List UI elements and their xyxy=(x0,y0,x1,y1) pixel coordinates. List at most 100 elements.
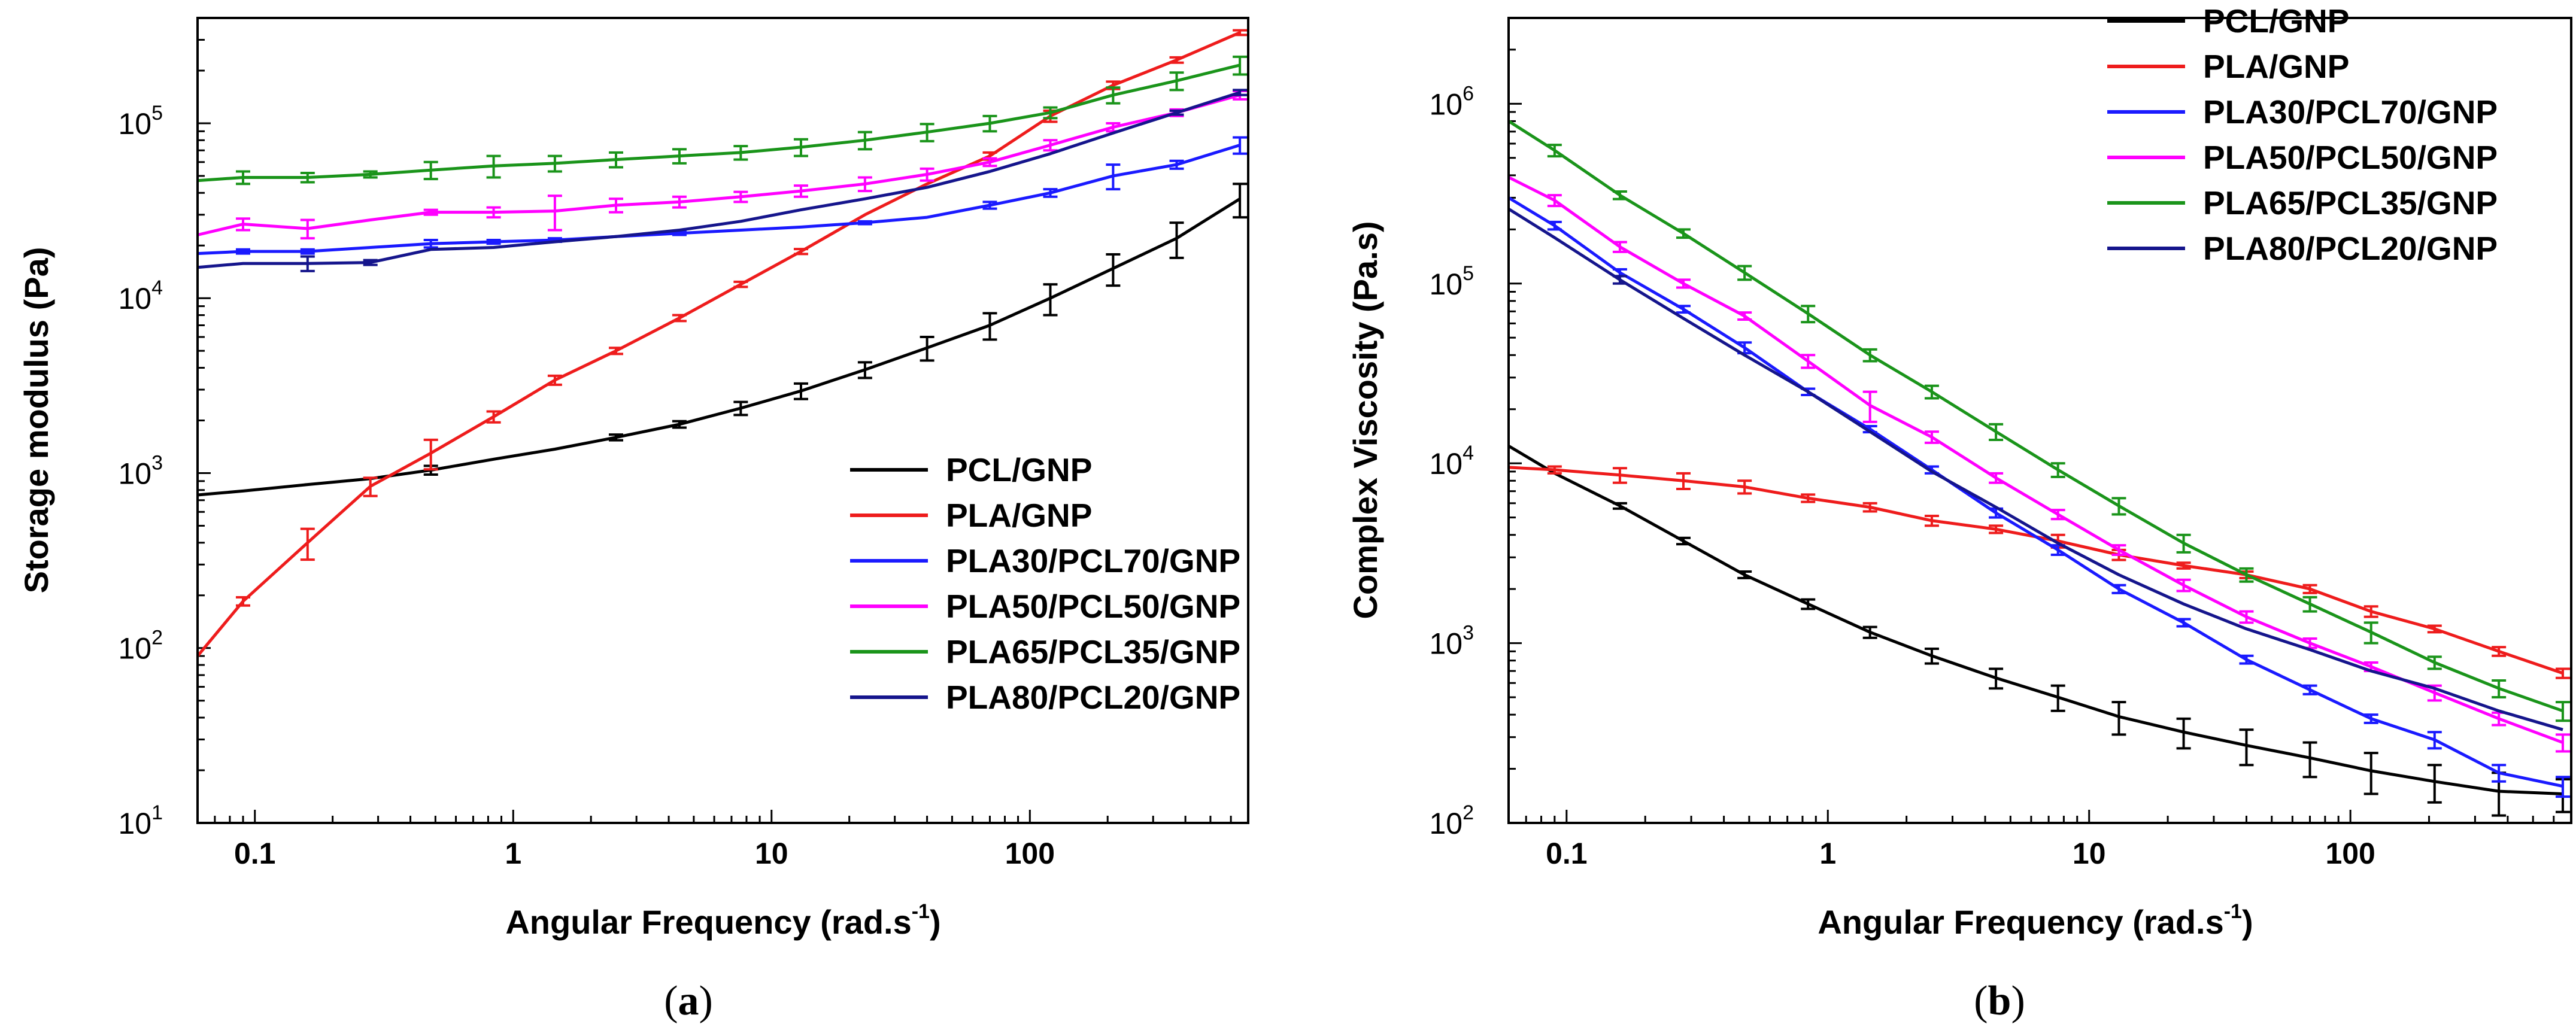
panel-a-errorbar-pla50-pcl50-gnp xyxy=(608,198,623,214)
panel-a-legend-label: PLA30/PCL70/GNP xyxy=(946,542,1240,579)
panel-b-y-tick-label: 105 xyxy=(1429,262,1474,301)
panel-a-errorbar-pla-gnp xyxy=(793,248,808,256)
panel-b-errorbar-pla30-pcl70-gnp xyxy=(2363,713,2378,724)
panel-b-errorbar-pla-gnp xyxy=(1612,467,1627,484)
panel-b-errorbar-pla-gnp xyxy=(1676,472,1691,491)
panel-b-errorbar-pla30-pcl70-gnp xyxy=(2176,618,2191,628)
panel-a-legend-item-pla-gnp: PLA/GNP xyxy=(850,497,1092,534)
panel-b-errorbar-pcl-gnp xyxy=(2427,764,2442,804)
panel-a-errorbar-pla50-pcl50-gnp xyxy=(672,195,687,209)
panel-b-series-pla65-pcl35-gnp xyxy=(1507,120,2570,722)
panel-b-errorbar-pla-gnp xyxy=(2555,667,2570,679)
panel-b-errorbar-pla50-pcl50-gnp xyxy=(2239,610,2254,624)
panel-b-errorbar-pcl-gnp xyxy=(2176,717,2191,750)
panel-b-errorbar-pla65-pcl35-gnp xyxy=(1924,384,1939,400)
panel-b-errorbar-pla65-pcl35-gnp xyxy=(2050,462,2065,478)
panel-b-errorbar-pla65-pcl35-gnp xyxy=(1547,144,1562,158)
panel-b-chart: 0.1 1 10 100 102 103 104 105 106 Complex Viscosi… xyxy=(1346,2,2572,1024)
panel-a-errorbar-pla-gnp xyxy=(608,347,623,356)
panel-b-legend-item-pcl-gnp: PCL/GNP xyxy=(2107,2,2349,40)
panel-a-errorbar-pla50-pcl50-gnp xyxy=(547,195,562,232)
panel-b-errorbar-pla65-pcl35-gnp xyxy=(2111,497,2126,516)
panel-a-x-tick-label: 100 xyxy=(1005,837,1055,870)
panel-b-y-tick-label: 102 xyxy=(1429,801,1474,840)
panel-a-errorbar-pla30-pcl70-gnp xyxy=(1106,163,1121,191)
panel-b-errorbar-pla65-pcl35-gnp xyxy=(1737,265,1752,281)
panel-b-errorbar-pla50-pcl50-gnp xyxy=(1924,430,1939,444)
panel-a-errorbar-pla65-pcl35-gnp xyxy=(982,114,997,133)
panel-a-line-pla80-pcl20-gnp xyxy=(197,91,1240,269)
panel-a-errorbar-pla50-pcl50-gnp xyxy=(733,190,748,203)
panel-b-errorbar-pla-gnp xyxy=(2176,561,2191,570)
panel-a-line-pla50-pcl50-gnp xyxy=(197,93,1240,236)
panel-b-errorbar-pla50-pcl50-gnp xyxy=(2555,733,2570,753)
panel-b-label: (b) xyxy=(1974,978,2025,1024)
panel-a-errorbar-pla-gnp xyxy=(423,438,438,471)
panel-b-plot-frame xyxy=(1507,17,2572,824)
panel-a-errorbar-pla-gnp xyxy=(1233,29,1248,37)
panel-b-errorbar-pla-gnp xyxy=(1547,465,1562,475)
panel-b-errorbar-pcl-gnp xyxy=(1989,667,2004,690)
panel-a-errorbar-pla30-pcl70-gnp xyxy=(300,248,315,255)
panel-b-errorbar-pla50-pcl50-gnp xyxy=(1801,354,1816,369)
panel-b-line-pla-gnp xyxy=(1508,466,2563,675)
panel-b-series-pcl-gnp xyxy=(1507,444,2570,817)
panel-b-errorbar-pla65-pcl35-gnp xyxy=(2492,679,2507,699)
panel-b-errorbar-pla30-pcl70-gnp xyxy=(2555,776,2570,798)
panel-b-legend-label: PLA50/PCL50/GNP xyxy=(2203,139,2498,176)
panel-a-errorbar-pla30-pcl70-gnp xyxy=(423,239,438,249)
panel-b-errorbar-pla65-pcl35-gnp xyxy=(1862,348,1877,363)
panel-b-errorbar-pla50-pcl50-gnp xyxy=(1547,194,1562,208)
panel-b-errorbar-pcl-gnp xyxy=(1612,502,1627,510)
panel-b-errorbar-pla65-pcl35-gnp xyxy=(2427,655,2442,670)
panel-b-errorbar-pla-gnp xyxy=(1862,502,1877,513)
panel-a-legend-item-pla65-pcl35-gnp: PLA65/PCL35/GNP xyxy=(850,633,1240,670)
panel-b-legend-label: PCL/GNP xyxy=(2203,2,2349,40)
panel-b-x-tick-label: 1 xyxy=(1819,837,1836,870)
panel-b-errorbar-pla30-pcl70-gnp xyxy=(2302,684,2317,695)
panel-a-errorbar-pla30-pcl70-gnp xyxy=(857,220,872,226)
panel-b-series xyxy=(1507,120,2570,817)
panel-a-series-pla65-pcl35-gnp xyxy=(197,55,1248,186)
panel-a-errorbar-pla80-pcl20-gnp xyxy=(1233,89,1248,96)
panel-a-errorbar-pla65-pcl35-gnp xyxy=(733,145,748,161)
panel-a-legend: PCL/GNP PLA/GNP PLA30/PCL70/GNP PLA50/PCL50… xyxy=(850,451,1240,716)
panel-a-errorbar-pcl-gnp xyxy=(672,420,687,429)
panel-a-errorbar-pla30-pcl70-gnp xyxy=(1169,159,1184,170)
panel-a-errorbar-pla-gnp xyxy=(363,476,378,497)
panel-b-errorbar-pla65-pcl35-gnp xyxy=(2555,701,2570,722)
panel-a-series-pla30-pcl70-gnp xyxy=(197,136,1248,256)
panel-a-errorbar-pla-gnp xyxy=(486,410,501,424)
panel-a-errorbar-pla80-pcl20-gnp xyxy=(1169,109,1184,116)
panel-a-x-tick-label: 0.1 xyxy=(234,837,276,870)
panel-b-errorbar-pla30-pcl70-gnp xyxy=(2492,764,2507,783)
panel-a-legend-label: PLA80/PCL20/GNP xyxy=(946,679,1240,716)
panel-b-errorbar-pcl-gnp xyxy=(1862,625,1877,639)
panel-a-errorbar-pcl-gnp xyxy=(857,361,872,379)
panel-b-errorbar-pla50-pcl50-gnp xyxy=(1737,311,1752,321)
panel-b-x-tick-label: 100 xyxy=(2325,837,2375,870)
panel-b-line-pla50-pcl50-gnp xyxy=(1507,175,2563,745)
panel-b-y-tick-label: 104 xyxy=(1429,442,1474,481)
panel-a-y-tick-label: 104 xyxy=(118,277,163,315)
panel-b-legend-label: PLA80/PCL20/GNP xyxy=(2203,230,2498,267)
panel-a-legend-label: PCL/GNP xyxy=(946,451,1092,488)
panel-a-errorbar-pla30-pcl70-gnp xyxy=(1233,136,1248,155)
panel-a-errorbar-pla65-pcl35-gnp xyxy=(672,148,687,165)
panel-b-errorbar-pla-gnp xyxy=(1737,479,1752,495)
panel-b-errorbar-pla65-pcl35-gnp xyxy=(2363,621,2378,645)
panel-a-errorbar-pla65-pcl35-gnp xyxy=(793,138,808,157)
panel-b-line-pcl-gnp xyxy=(1507,444,2563,795)
panel-a-errorbar-pla65-pcl35-gnp xyxy=(857,130,872,151)
panel-a-chart: 0.1 1 10 100 101 102 103 104 105 Storage modulus… xyxy=(17,17,1249,1024)
panel-a-errorbar-pla-gnp xyxy=(235,595,250,607)
panel-a-x-tick-label: 10 xyxy=(755,837,788,870)
panel-a-line-pla30-pcl70-gnp xyxy=(197,144,1240,256)
panel-b-errorbar-pla50-pcl50-gnp xyxy=(2176,578,2191,593)
panel-a-errorbar-pla50-pcl50-gnp xyxy=(1043,139,1058,152)
panel-a-errorbar-pla65-pcl35-gnp xyxy=(423,160,438,181)
panel-a-errorbar-pla65-pcl35-gnp xyxy=(608,151,623,169)
panel-b-errorbar-pla-gnp xyxy=(2427,624,2442,634)
panel-b-legend-item-pla30-pcl70-gnp: PLA30/PCL70/GNP xyxy=(2107,93,2498,130)
